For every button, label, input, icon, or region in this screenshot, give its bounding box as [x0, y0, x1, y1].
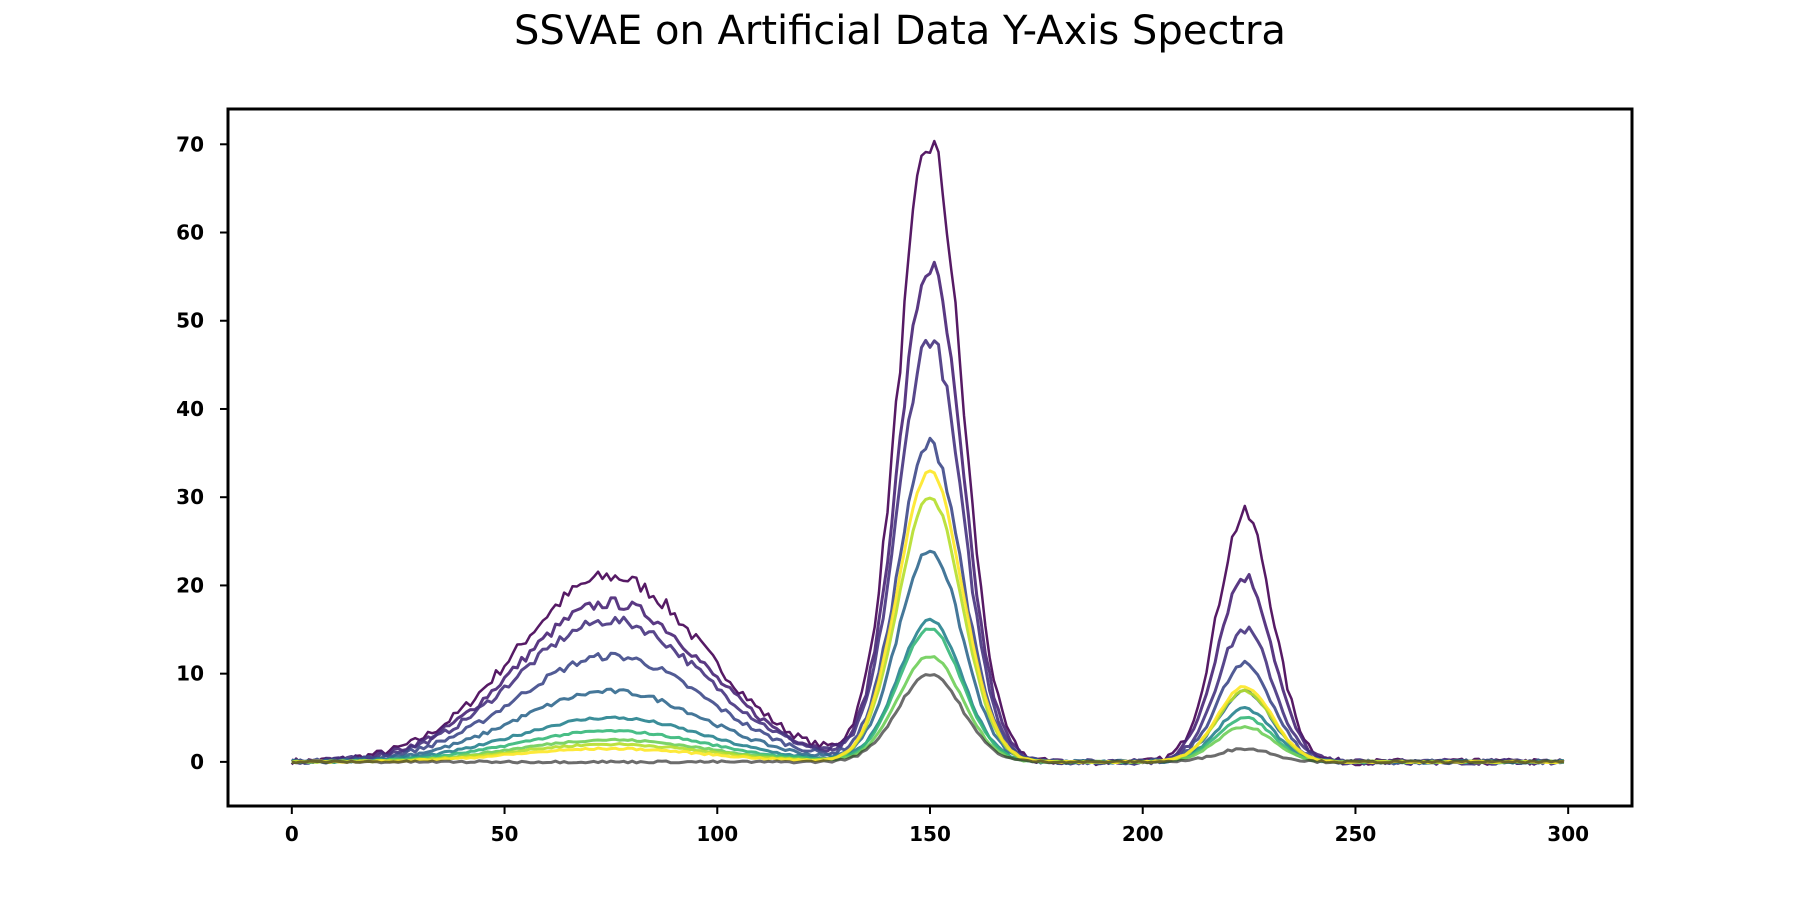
y-tick-label: 0	[190, 750, 204, 774]
y-tick-label: 40	[176, 397, 204, 421]
x-axis-ticks: 0 50 100 150 200 250 300	[285, 806, 1589, 846]
series-line-5	[291, 617, 1564, 765]
x-tick-label: 300	[1547, 822, 1589, 846]
y-tick-label: 60	[176, 221, 204, 245]
plot-frame	[226, 107, 1634, 808]
x-tick-label: 150	[909, 822, 951, 846]
x-tick-label: 250	[1335, 822, 1377, 846]
chart-title: SSVAE on Artificial Data Y-Axis Spectra	[514, 8, 1286, 54]
x-tick-label: 200	[1122, 822, 1164, 846]
x-tick-label: 0	[285, 822, 299, 846]
y-tick-label: 20	[176, 573, 204, 597]
y-tick-label: 10	[176, 662, 204, 686]
series-line-7	[291, 655, 1565, 765]
series-line-10	[291, 673, 1564, 765]
series-line-0	[290, 139, 1565, 767]
series-line-6	[291, 627, 1565, 765]
x-tick-label: 100	[696, 822, 738, 846]
y-tick-label: 50	[176, 309, 204, 333]
series-lines	[290, 139, 1565, 767]
y-tick-label: 70	[176, 132, 204, 156]
x-tick-label: 50	[491, 822, 519, 846]
series-line-9	[291, 469, 1565, 765]
series-line-3	[291, 436, 1565, 766]
y-tick-label: 30	[176, 485, 204, 509]
y-axis-ticks: 0 10 20 30 40 50 60 70	[176, 132, 228, 774]
